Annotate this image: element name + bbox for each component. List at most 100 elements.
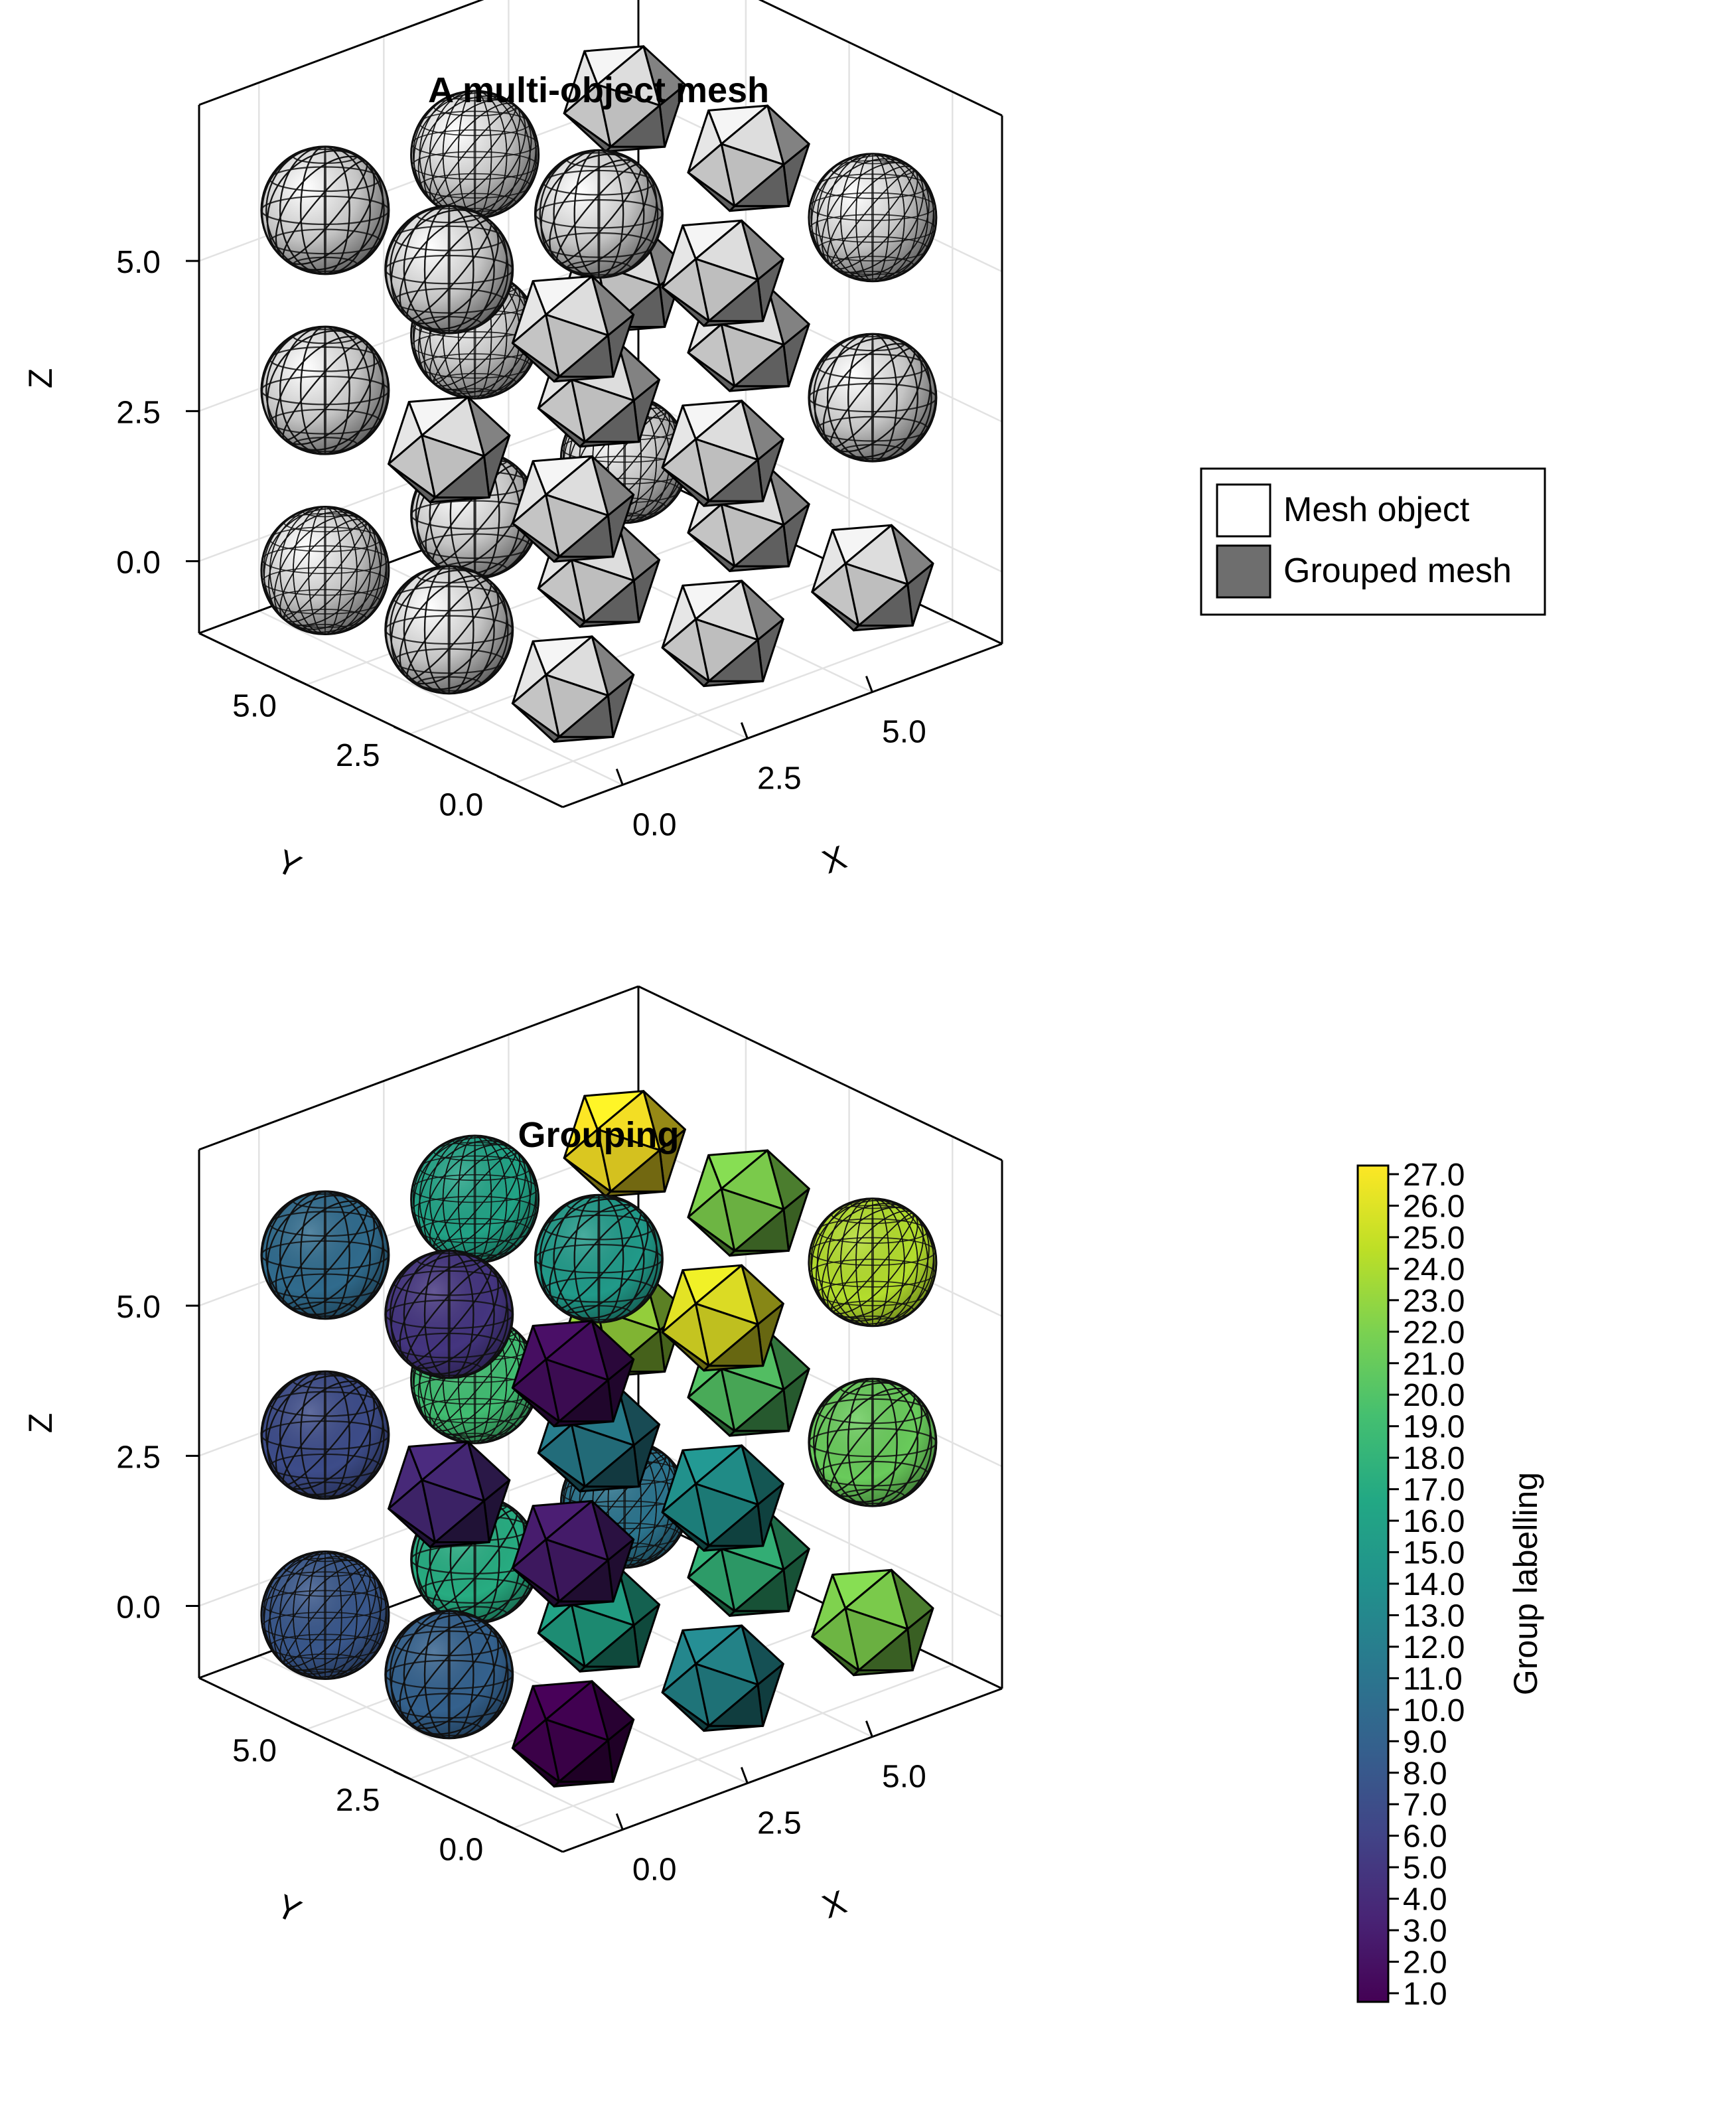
- sphere-diagonal: [808, 153, 937, 282]
- x-tick: [740, 722, 749, 739]
- grid-line: [409, 569, 850, 735]
- z-tick-label: 0.0: [116, 1590, 161, 1625]
- sphere-diagonal: [385, 1250, 513, 1379]
- y-axis-label: Y: [271, 842, 307, 885]
- colorbar-tick-label: 24.0: [1403, 1252, 1465, 1287]
- colorbar-tick-label: 9.0: [1403, 1724, 1447, 1760]
- y-tick-label: 0.0: [439, 1832, 484, 1867]
- chart-title: Grouping: [518, 1115, 680, 1155]
- sphere-wireframe: [534, 1194, 664, 1324]
- colorbar-tick-label: 4.0: [1403, 1882, 1447, 1918]
- x-axis-label: X: [818, 1883, 851, 1926]
- grouped-mesh-object: [808, 1377, 938, 1507]
- colorbar-tick-label: 16.0: [1403, 1504, 1465, 1539]
- mesh-object: [811, 524, 934, 632]
- grouped-mesh-object: [511, 1680, 635, 1787]
- sphere-shade: [261, 1551, 389, 1679]
- mesh-face: [694, 258, 759, 323]
- colorbar-tick-label: 12.0: [1403, 1630, 1465, 1665]
- grouped-mesh-object: [388, 1440, 511, 1549]
- mesh-face: [720, 1548, 785, 1612]
- mesh-object: [260, 506, 390, 636]
- grouped-mesh-object: [260, 1190, 390, 1320]
- z-tick-label: 2.5: [116, 395, 161, 430]
- mesh-face: [545, 493, 609, 558]
- y-tick: [290, 1721, 307, 1730]
- sphere-longitude: [871, 1377, 875, 1507]
- sphere-longitude: [447, 1610, 451, 1739]
- colorbar-tick-label: 17.0: [1403, 1473, 1465, 1508]
- grouped-mesh-object: [260, 1370, 390, 1500]
- mesh-face: [545, 1718, 609, 1783]
- legend: Mesh object Grouped mesh: [1200, 467, 1546, 616]
- sphere-wireframe: [260, 1190, 390, 1320]
- axis-edge: [638, 985, 1003, 1162]
- grid-line: [409, 1614, 850, 1780]
- grouped-mesh-object: [563, 1090, 686, 1197]
- sphere-wireframe: [384, 205, 514, 335]
- sphere-diagonal: [385, 566, 513, 694]
- mesh-face: [694, 1663, 759, 1727]
- grouped-mesh-object: [808, 1197, 938, 1328]
- mesh-face: [694, 618, 759, 682]
- grouped-mesh-object: [511, 1500, 635, 1608]
- colorbar-tick-label: 10.0: [1403, 1693, 1465, 1728]
- mesh-face: [571, 1604, 635, 1668]
- mesh-object: [687, 104, 810, 212]
- sphere-diagonal: [261, 1371, 389, 1499]
- sphere-wireframe: [260, 145, 390, 275]
- colorbar-tick-label: 21.0: [1403, 1347, 1465, 1382]
- sphere-diagonal: [261, 326, 389, 455]
- sphere-diagonal: [261, 506, 390, 635]
- sphere-longitude: [323, 1190, 327, 1320]
- mesh-face: [844, 562, 909, 627]
- z-tick-label: 5.0: [116, 1290, 161, 1325]
- x-tick-label: 0.0: [632, 1852, 677, 1887]
- sphere-wireframe: [261, 506, 390, 635]
- mesh-object: [808, 153, 938, 283]
- sphere-diagonal: [261, 146, 389, 275]
- y-axis-label: Y: [271, 1887, 307, 1930]
- x-tick: [865, 1720, 873, 1738]
- x-tick-label: 0.0: [632, 807, 677, 842]
- sphere-diagonal: [808, 333, 936, 462]
- mesh-face: [596, 84, 661, 148]
- sphere-longitude: [597, 1194, 601, 1324]
- axis-edge: [758, 0, 1003, 117]
- sphere-diagonal: [385, 1610, 513, 1739]
- colorbar-tick-label: 18.0: [1403, 1441, 1465, 1476]
- sphere-shade: [808, 1198, 936, 1326]
- grouped-mesh-object: [687, 1149, 810, 1257]
- legend-swatch: [1216, 483, 1271, 538]
- colorbar-gradient: [1356, 1164, 1390, 2003]
- z-tick-label: 2.5: [116, 1440, 161, 1475]
- mesh-object: [661, 400, 784, 507]
- x-tick: [740, 1767, 749, 1784]
- sphere-wireframe: [261, 1551, 390, 1680]
- mesh-object: [563, 45, 686, 153]
- axis-edge: [562, 1687, 1003, 1853]
- mesh-face: [421, 434, 485, 498]
- colorbar-tick-label: 11.0: [1403, 1661, 1463, 1697]
- colorbar-tick-label: 22.0: [1403, 1315, 1465, 1350]
- sphere-longitude: [597, 149, 601, 279]
- legend-label: Mesh object: [1283, 491, 1470, 529]
- sphere-longitude: [323, 326, 327, 455]
- mesh-face: [421, 1479, 485, 1543]
- sphere-longitude: [447, 1250, 451, 1379]
- colorbar-tick-label: 3.0: [1403, 1914, 1447, 1949]
- mesh-face: [720, 143, 785, 207]
- mesh-object: [388, 396, 511, 504]
- sphere-wireframe: [260, 1371, 390, 1500]
- mesh-face: [545, 1358, 609, 1422]
- colorbar-tick-label: 25.0: [1403, 1221, 1465, 1256]
- grouped-mesh-object: [511, 1320, 635, 1428]
- grid-line: [306, 520, 747, 686]
- ticks: 0.0 0.0 0.0 2.5 2.5 2.5 5.0 5.0 5.0: [116, 245, 926, 842]
- z-axis-label: Z: [22, 368, 59, 389]
- sphere-wireframe: [534, 149, 664, 279]
- sphere-diagonal: [808, 1198, 937, 1327]
- colorbar-tick-label: 2.0: [1403, 1945, 1447, 1981]
- grouped-mesh-object: [661, 1624, 784, 1732]
